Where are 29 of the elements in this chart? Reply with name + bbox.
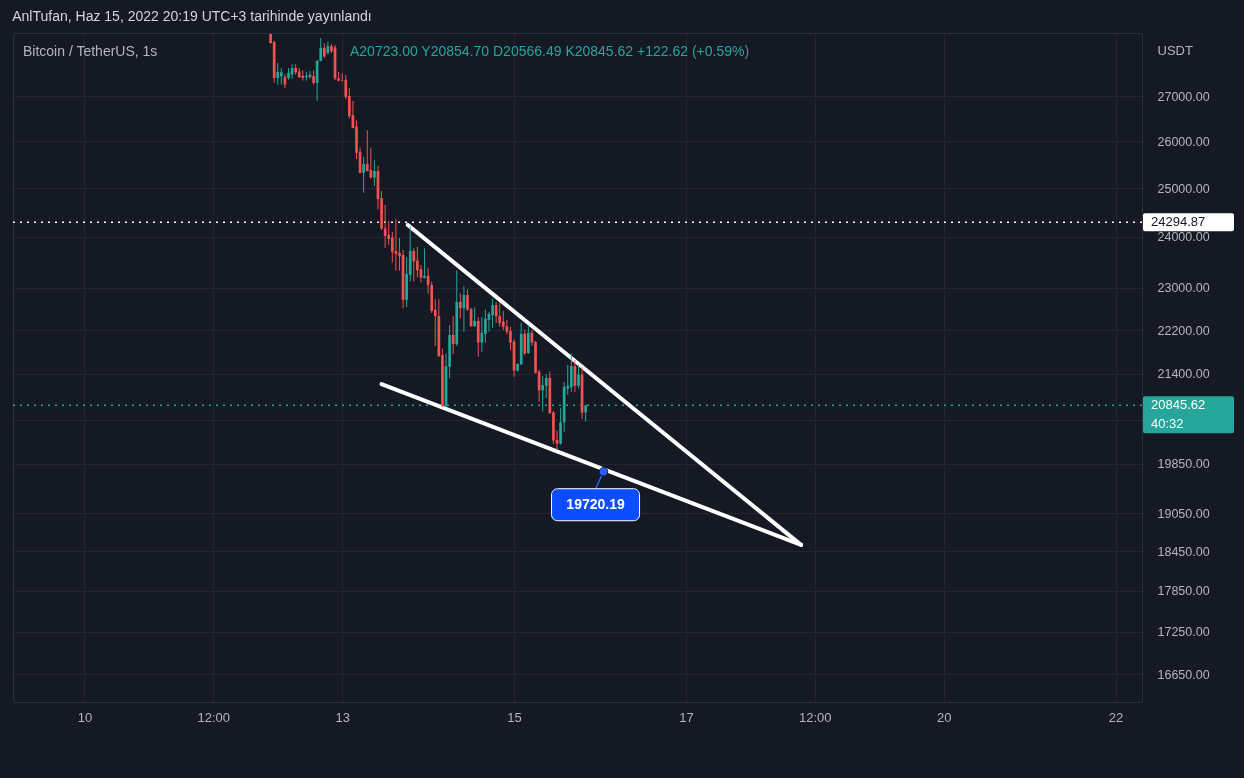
y-tick-label: 25000.00 [1157,181,1210,196]
y-tick-label: 22200.00 [1157,323,1210,338]
text: Bitcoin / TetherUS, 1s [23,43,158,59]
y-tick-label: 19050.00 [1157,506,1210,521]
y-tick-label: 17250.00 [1157,625,1210,640]
x-tick-label: 10 [77,709,93,725]
y-tick-label: 23000.00 [1157,281,1210,296]
x-tick-label: 13 [335,709,350,725]
x-tick-label: 22 [1108,709,1124,725]
y-tick-label: 26000.00 [1157,134,1210,149]
y-tick-label: 24000.00 [1157,230,1210,245]
text: 40:32 [1151,416,1184,432]
x-tick-label: 17 [679,709,694,725]
y-tick-label: 19850.00 [1157,457,1210,472]
y-tick-label: 21400.00 [1157,367,1210,382]
y-axis-title: USDT [1157,42,1193,58]
x-tick-label: 12:00 [799,709,832,725]
x-tick-label: 12:00 [197,709,231,725]
ref-line-label: 24294.87 [1151,214,1206,230]
x-tick-label: 15 [507,709,522,725]
x-tick-label: 20 [936,709,952,725]
y-tick-label: 18450.00 [1157,544,1210,559]
y-tick-label: 16650.00 [1157,667,1210,682]
y-tick-label: 17850.00 [1157,584,1210,599]
annotation: 19720.19 [566,495,625,512]
annotation: A20723.00 Y20854.70 D20566.49 K20845.62 +122.62 (+0.59%) [350,43,750,59]
ref-line-label: 20845.62 [1151,397,1206,413]
y-tick-label: 27000.00 [1157,89,1210,104]
chart-title: AnlTufan, Haz 15, 2022 20:19 UTC+3 tarihinde yayınlandı [12,8,372,24]
